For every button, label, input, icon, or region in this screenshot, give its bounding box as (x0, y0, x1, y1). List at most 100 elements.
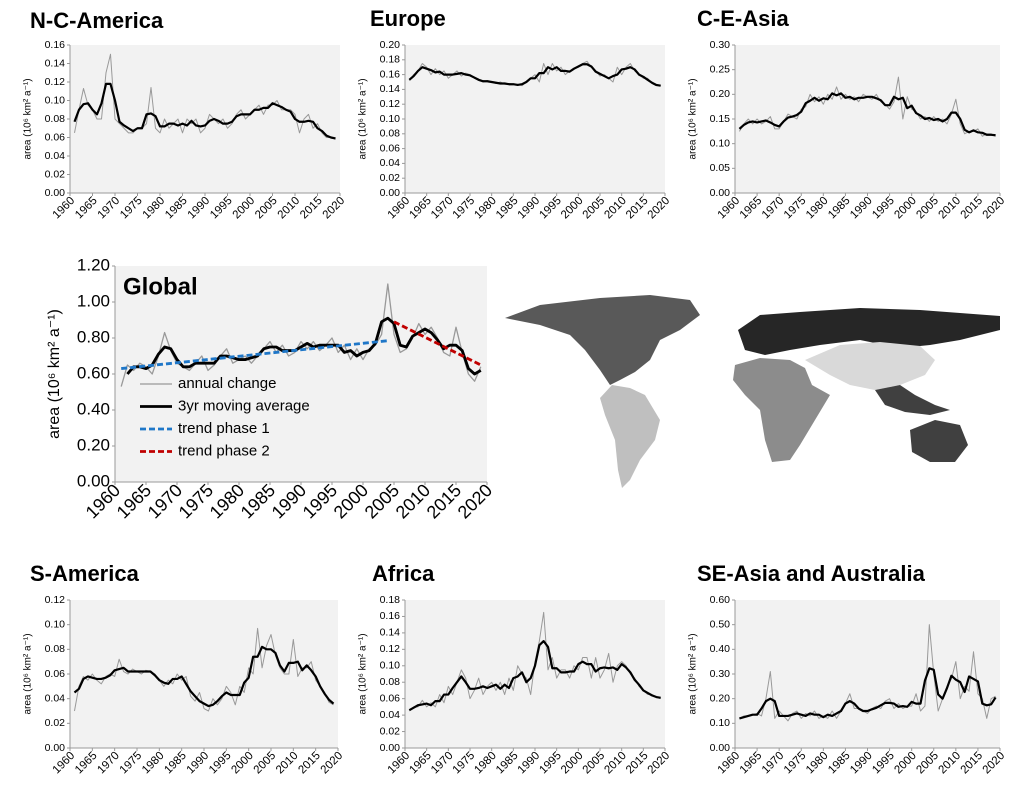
y-tick-label: 0.00 (380, 742, 401, 754)
y-axis-label: area (10⁶ km² a⁻¹) (688, 78, 699, 159)
chart-title: Europe (370, 6, 446, 31)
y-tick-label: 0.04 (45, 150, 66, 162)
y-tick-label: 0.10 (380, 113, 401, 125)
y-tick-label: 0.00 (710, 187, 731, 199)
y-tick-label: 0.80 (77, 327, 110, 346)
y-tick-label: 1.20 (77, 255, 110, 274)
y-tick-label: 0.06 (380, 692, 401, 704)
y-tick-label: 0.00 (45, 742, 66, 754)
y-tick-label: 0.10 (380, 660, 401, 672)
y-tick-label: 0.06 (45, 131, 66, 143)
plot-area (405, 600, 665, 748)
y-tick-label: 0.05 (710, 162, 731, 174)
map-africa (733, 358, 830, 462)
y-tick-label: 0.60 (77, 363, 110, 382)
chart-title: N-C-America (30, 8, 164, 33)
y-tick-label: 0.08 (380, 128, 401, 140)
map-australia (910, 420, 968, 462)
y-tick-label: 0.06 (380, 142, 401, 154)
y-tick-label: 0.12 (380, 98, 401, 110)
y-tick-label: 0.25 (710, 63, 731, 75)
y-axis-label: area (10⁶ km² a⁻¹) (358, 633, 369, 714)
map-southeast-asia (875, 385, 950, 415)
y-tick-label: 0.08 (45, 643, 66, 655)
series-line (73, 82, 336, 140)
y-tick-label: 0.50 (710, 618, 731, 630)
world-map (505, 295, 1000, 488)
plot-area (70, 45, 340, 193)
chart: 0.00 0.02 0.04 0.06 0.08 0.10 0.12 0.14 0.16 0.18… (358, 561, 673, 777)
chart-title: C-E-Asia (697, 6, 789, 31)
chart-title: SE-Asia and Australia (697, 561, 926, 586)
plot-area (735, 45, 1000, 193)
y-tick-label: 0.00 (710, 742, 731, 754)
y-tick-label: 0.00 (45, 187, 66, 199)
y-tick-label: 0.40 (710, 643, 731, 655)
y-tick-label: 0.08 (45, 113, 66, 125)
series-line (408, 640, 661, 712)
chart: 0.000.020.040.060.080.100.120.140.161960… (23, 8, 348, 222)
y-axis-label: area (10⁶ km² a⁻¹) (688, 633, 699, 714)
y-tick-label: 0.20 (380, 39, 401, 51)
y-tick-label: 0.18 (380, 54, 401, 66)
map-europe-russia (738, 308, 1000, 355)
series-line (126, 316, 482, 376)
y-tick-label: 0.10 (710, 717, 731, 729)
legend-label: 3yr moving average (178, 397, 310, 414)
y-tick-label: 0.20 (710, 692, 731, 704)
y-tick-label: 0.16 (380, 610, 401, 622)
legend-label: trend phase 1 (178, 420, 270, 437)
y-tick-label: 0.12 (45, 76, 66, 88)
series-line (408, 63, 661, 87)
y-tick-label: 0.04 (380, 157, 401, 169)
series-line (74, 53, 336, 140)
y-tick-label: 0.06 (45, 668, 66, 680)
y-tick-label: 0.10 (45, 618, 66, 630)
y-tick-label: 0.16 (45, 39, 66, 51)
map-central-east-asia (805, 342, 935, 390)
y-tick-label: 0.14 (45, 57, 66, 69)
y-tick-label: 0.20 (710, 88, 731, 100)
y-tick-label: 0.00 (380, 187, 401, 199)
map-north-central-america (505, 295, 700, 385)
y-tick-label: 0.40 (77, 399, 110, 418)
y-tick-label: 0.04 (380, 709, 401, 721)
plot-area (115, 266, 487, 482)
y-axis-label: area (10⁶ km² a⁻¹) (23, 633, 34, 714)
y-tick-label: 0.02 (45, 717, 66, 729)
y-tick-label: 0.12 (380, 643, 401, 655)
map-south-america (600, 385, 660, 488)
y-tick-label: 0.00 (77, 471, 110, 490)
y-tick-label: 0.20 (77, 435, 110, 454)
chart-title: S-America (30, 561, 140, 586)
y-tick-label: 0.10 (45, 94, 66, 106)
y-tick-label: 0.15 (710, 113, 731, 125)
y-tick-label: 0.18 (380, 594, 401, 606)
plot-area (70, 600, 338, 748)
y-axis-label: area (10⁶ km² a⁻¹) (358, 78, 369, 159)
y-tick-label: 0.04 (45, 692, 66, 704)
series-line (739, 624, 996, 722)
series-line (393, 320, 482, 367)
y-tick-label: 0.14 (380, 627, 401, 639)
y-axis-label: area (10⁶ km² a⁻¹) (46, 309, 63, 439)
plot-area (735, 600, 1000, 748)
y-tick-label: 0.10 (710, 137, 731, 149)
y-tick-label: 1.00 (77, 291, 110, 310)
y-tick-label: 0.14 (380, 83, 401, 95)
legend-label: trend phase 2 (178, 442, 270, 459)
y-tick-label: 0.60 (710, 594, 731, 606)
y-tick-label: 0.02 (380, 172, 401, 184)
y-tick-label: 0.02 (380, 725, 401, 737)
chart-title: Africa (372, 561, 435, 586)
y-tick-label: 0.16 (380, 68, 401, 80)
chart: 0.000.100.200.300.400.500.60196019651970… (688, 561, 1008, 777)
legend-label: annual change (178, 375, 276, 392)
y-tick-label: 0.30 (710, 39, 731, 51)
y-tick-label: 0.30 (710, 668, 731, 680)
y-tick-label: 0.12 (45, 594, 66, 606)
chart-title: Global (123, 273, 198, 300)
series-line (408, 60, 661, 87)
y-tick-label: 0.08 (380, 676, 401, 688)
